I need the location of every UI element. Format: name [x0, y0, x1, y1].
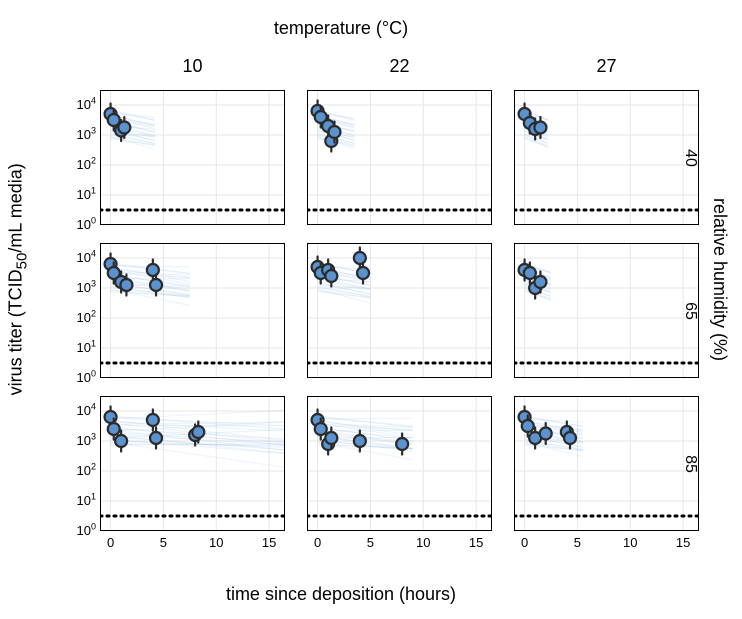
row-label: 40 — [678, 90, 702, 225]
right-axis-title-text: relative humidity (%) — [710, 198, 731, 361]
panel-svg — [307, 396, 492, 531]
y-tick-label: 104 — [62, 403, 96, 418]
x-tick-label: 10 — [416, 535, 430, 550]
y-tick-label: 100 — [62, 523, 96, 538]
y-tick-label: 104 — [62, 97, 96, 112]
panel — [100, 396, 285, 531]
panel-svg — [514, 243, 699, 378]
y-tick-label: 100 — [62, 217, 96, 232]
y-tick-label: 101 — [62, 493, 96, 508]
x-tick-label: 0 — [521, 535, 528, 550]
panel — [307, 243, 492, 378]
y-tick-label: 101 — [62, 187, 96, 202]
y-axis-title-text: virus titer (TCID50/mL media) — [6, 163, 31, 395]
x-tick-label: 5 — [574, 535, 581, 550]
y-tick-label: 103 — [62, 127, 96, 142]
panel-svg — [307, 243, 492, 378]
col-label: 22 — [370, 56, 430, 77]
y-tick-label: 103 — [62, 433, 96, 448]
right-axis-title: relative humidity (%) — [708, 0, 732, 559]
row-label: 65 — [678, 243, 702, 378]
panel — [307, 396, 492, 531]
panel — [514, 243, 699, 378]
y-tick-label: 101 — [62, 340, 96, 355]
col-label: 10 — [163, 56, 223, 77]
y-tick-label: 102 — [62, 310, 96, 325]
x-tick-label: 15 — [262, 535, 276, 550]
panel — [307, 90, 492, 225]
x-axis-title: time since deposition (hours) — [0, 584, 682, 605]
x-tick-label: 5 — [160, 535, 167, 550]
y-tick-label: 100 — [62, 370, 96, 385]
y-tick-label: 104 — [62, 250, 96, 265]
x-tick-label: 10 — [209, 535, 223, 550]
x-tick-label: 5 — [367, 535, 374, 550]
top-axis-title: temperature (°C) — [0, 18, 682, 39]
y-tick-label: 102 — [62, 463, 96, 478]
panel-svg — [514, 90, 699, 225]
x-tick-label: 15 — [676, 535, 690, 550]
panel — [514, 396, 699, 531]
panel-svg — [100, 396, 285, 531]
x-tick-label: 0 — [107, 535, 114, 550]
y-tick-label: 102 — [62, 157, 96, 172]
panel-svg — [100, 90, 285, 225]
row-label: 85 — [678, 396, 702, 531]
y-tick-label: 103 — [62, 280, 96, 295]
figure: temperature (°C) virus titer (TCID50/mL … — [0, 0, 742, 619]
y-axis-title: virus titer (TCID50/mL media) — [6, 0, 30, 559]
panel-svg — [514, 396, 699, 531]
panel — [100, 90, 285, 225]
x-tick-label: 15 — [469, 535, 483, 550]
x-tick-label: 0 — [314, 535, 321, 550]
panel — [100, 243, 285, 378]
panel-svg — [100, 243, 285, 378]
panel-svg — [307, 90, 492, 225]
x-tick-label: 10 — [623, 535, 637, 550]
col-label: 27 — [577, 56, 637, 77]
panel — [514, 90, 699, 225]
